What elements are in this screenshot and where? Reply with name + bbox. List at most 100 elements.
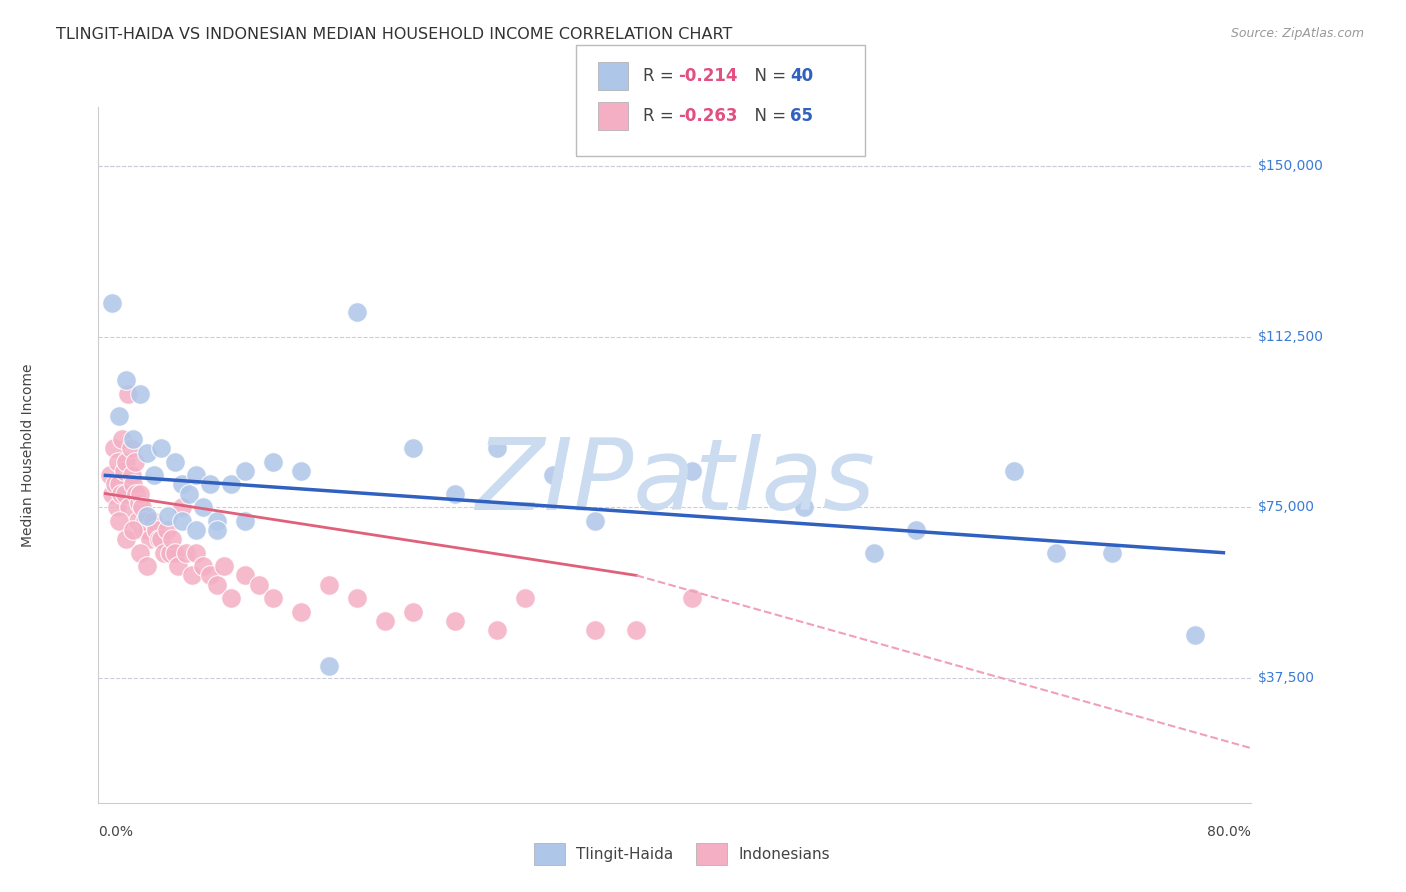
Text: 0.0%: 0.0% <box>98 825 134 839</box>
Point <box>583 514 606 528</box>
Text: -0.214: -0.214 <box>678 67 737 85</box>
Point <box>145 523 167 537</box>
Point <box>793 500 815 515</box>
Point <box>136 509 159 524</box>
Point <box>111 432 134 446</box>
Point <box>186 523 208 537</box>
Text: 80.0%: 80.0% <box>1208 825 1251 839</box>
Point <box>541 468 564 483</box>
Point <box>1184 627 1206 641</box>
Point <box>108 477 131 491</box>
Point <box>346 591 368 606</box>
Point <box>153 546 176 560</box>
Point <box>108 409 131 424</box>
Point <box>233 464 256 478</box>
Point <box>132 523 155 537</box>
Point <box>110 486 132 500</box>
Point <box>101 295 124 310</box>
Point <box>181 568 204 582</box>
Text: $150,000: $150,000 <box>1258 159 1324 173</box>
Point <box>150 532 173 546</box>
Point <box>233 514 256 528</box>
Point <box>167 559 190 574</box>
Point <box>125 486 148 500</box>
Point <box>1002 464 1025 478</box>
Text: ZIPatlas: ZIPatlas <box>475 434 875 532</box>
Point <box>136 559 159 574</box>
Point <box>290 464 312 478</box>
Point <box>186 468 208 483</box>
Text: $112,500: $112,500 <box>1258 330 1324 343</box>
Text: 65: 65 <box>790 107 813 125</box>
Point <box>186 546 208 560</box>
Text: -0.263: -0.263 <box>678 107 737 125</box>
Text: Source: ZipAtlas.com: Source: ZipAtlas.com <box>1230 27 1364 40</box>
Point <box>128 496 150 510</box>
Point <box>101 486 124 500</box>
Point <box>118 500 141 515</box>
Point <box>162 532 184 546</box>
Point <box>121 468 143 483</box>
Point <box>117 386 139 401</box>
Point <box>402 605 425 619</box>
Point <box>318 659 340 673</box>
Point <box>131 500 153 515</box>
Point <box>200 477 222 491</box>
Text: 40: 40 <box>790 67 813 85</box>
Point <box>513 591 536 606</box>
Point <box>148 532 170 546</box>
Text: N =: N = <box>744 107 792 125</box>
Point <box>139 532 162 546</box>
Point <box>172 514 194 528</box>
Point <box>136 523 159 537</box>
Point <box>402 441 425 455</box>
Point <box>262 591 284 606</box>
Point <box>193 500 215 515</box>
Point <box>157 509 180 524</box>
Text: TLINGIT-HAIDA VS INDONESIAN MEDIAN HOUSEHOLD INCOME CORRELATION CHART: TLINGIT-HAIDA VS INDONESIAN MEDIAN HOUSE… <box>56 27 733 42</box>
Point <box>863 546 886 560</box>
Point <box>681 591 703 606</box>
Point <box>112 464 135 478</box>
Point <box>114 486 136 500</box>
Text: R =: R = <box>643 107 679 125</box>
Point <box>115 532 138 546</box>
Point <box>374 614 396 628</box>
Point <box>136 445 159 459</box>
Point <box>122 432 145 446</box>
Point <box>105 500 128 515</box>
Point <box>200 568 222 582</box>
Point <box>193 559 215 574</box>
Point <box>134 514 156 528</box>
Text: R =: R = <box>643 67 679 85</box>
Point <box>103 441 125 455</box>
Point <box>904 523 927 537</box>
Point <box>129 386 152 401</box>
Point <box>142 514 165 528</box>
Point <box>127 514 149 528</box>
Point <box>290 605 312 619</box>
Point <box>247 577 270 591</box>
Point <box>143 468 166 483</box>
Point <box>165 455 187 469</box>
Point <box>219 477 242 491</box>
Point <box>172 500 194 515</box>
Point <box>176 546 198 560</box>
Point <box>165 546 187 560</box>
Text: $75,000: $75,000 <box>1258 500 1316 514</box>
Point <box>443 614 465 628</box>
Point <box>443 486 465 500</box>
Point <box>1045 546 1067 560</box>
Point <box>120 441 142 455</box>
Point <box>485 623 508 637</box>
Point <box>179 486 201 500</box>
Point <box>219 591 242 606</box>
Point <box>626 623 648 637</box>
Point <box>172 477 194 491</box>
Text: Indonesians: Indonesians <box>738 847 830 862</box>
Point <box>98 468 121 483</box>
Point <box>583 623 606 637</box>
Point <box>122 523 145 537</box>
Point <box>205 523 228 537</box>
Point <box>129 546 152 560</box>
